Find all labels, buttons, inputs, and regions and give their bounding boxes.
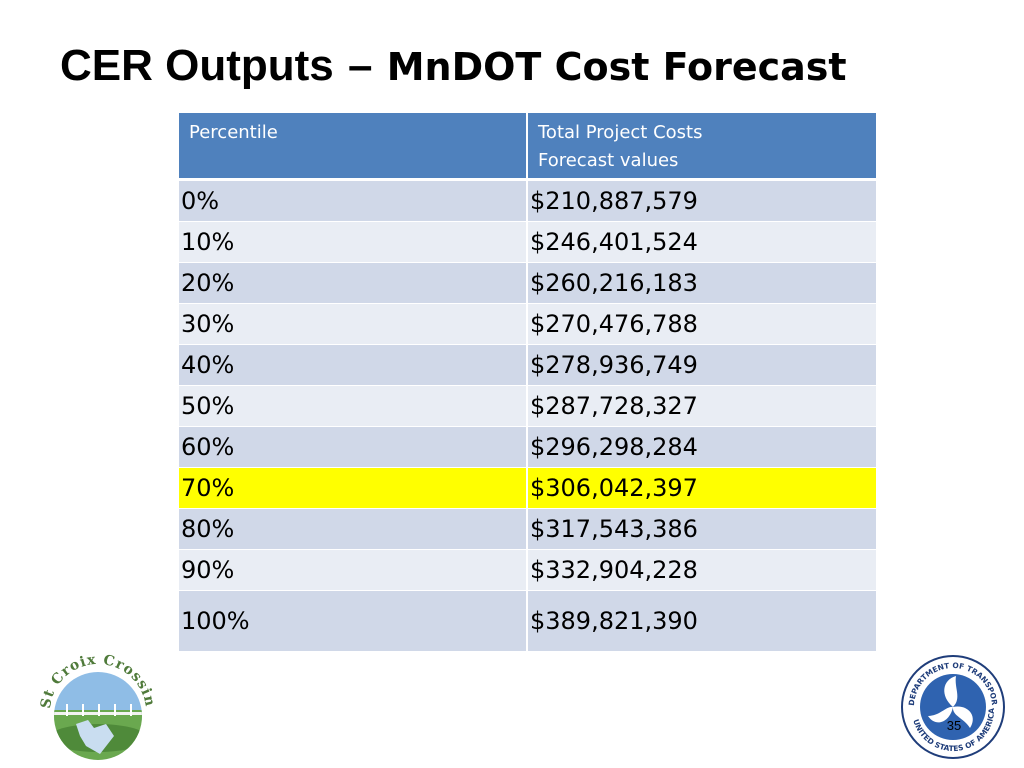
table-row: 20% $260,216,183 [179, 262, 876, 304]
table-row: 30% $270,476,788 [179, 303, 876, 345]
cost-cell: $296,298,284 [527, 426, 876, 468]
table-row: 100% $389,821,390 [179, 590, 876, 652]
title-dash: – [348, 41, 373, 90]
percentile-cell: 90% [179, 549, 528, 591]
st-croix-crossing-logo: St Croix Crossing [36, 650, 157, 760]
percentile-cell: 60% [179, 426, 528, 468]
cost-cell: $287,728,327 [527, 385, 876, 427]
cost-cell: $389,821,390 [527, 590, 876, 652]
usdot-seal-logo: DEPARTMENT OF TRANSPORTATION UNITED STAT… [900, 654, 1005, 759]
cost-cell: $332,904,228 [527, 549, 876, 591]
table-header-row: Percentile Total Project Costs Forecast … [179, 113, 876, 181]
percentile-cell: 20% [179, 262, 528, 304]
percentile-cell: 30% [179, 303, 528, 345]
header-line-2: Forecast values [538, 150, 679, 171]
percentile-cell: 50% [179, 385, 528, 427]
cost-cell: $260,216,183 [527, 262, 876, 304]
table-row: 70% $306,042,397 [179, 467, 876, 509]
percentile-cell: 0% [179, 179, 528, 222]
cost-cell: $278,936,749 [527, 344, 876, 386]
title-main: CER Outputs [60, 41, 334, 90]
slide-title: CER Outputs – MnDOT Cost Forecast [60, 38, 847, 95]
percentile-cell: 40% [179, 344, 528, 386]
title-sub: MnDOT Cost Forecast [386, 45, 847, 89]
cost-cell: $317,543,386 [527, 508, 876, 550]
table-body: 0% $210,887,579 10% $246,401,524 20% $260,216… [179, 179, 876, 652]
percentile-cell: 70% [179, 467, 528, 509]
table-row: 90% $332,904,228 [179, 549, 876, 591]
percentile-cell: 100% [179, 590, 528, 652]
cost-cell: $246,401,524 [527, 221, 876, 263]
table-row: 60% $296,298,284 [179, 426, 876, 468]
cost-cell: $270,476,788 [527, 303, 876, 345]
table-row: 50% $287,728,327 [179, 385, 876, 427]
cost-forecast-table: Percentile Total Project Costs Forecast … [179, 113, 876, 652]
percentile-cell: 80% [179, 508, 528, 550]
percentile-cell: 10% [179, 221, 528, 263]
cost-cell: $210,887,579 [527, 179, 876, 222]
page-number: 35 [946, 718, 962, 733]
cost-cell: $306,042,397 [527, 467, 876, 509]
header-percentile: Percentile [179, 113, 528, 181]
table-row: 80% $317,543,386 [179, 508, 876, 550]
table-row: 10% $246,401,524 [179, 221, 876, 263]
header-total-costs: Total Project Costs Forecast values [527, 113, 876, 181]
header-line-1: Total Project Costs [538, 122, 703, 143]
table-row: 40% $278,936,749 [179, 344, 876, 386]
table-row: 0% $210,887,579 [179, 179, 876, 222]
